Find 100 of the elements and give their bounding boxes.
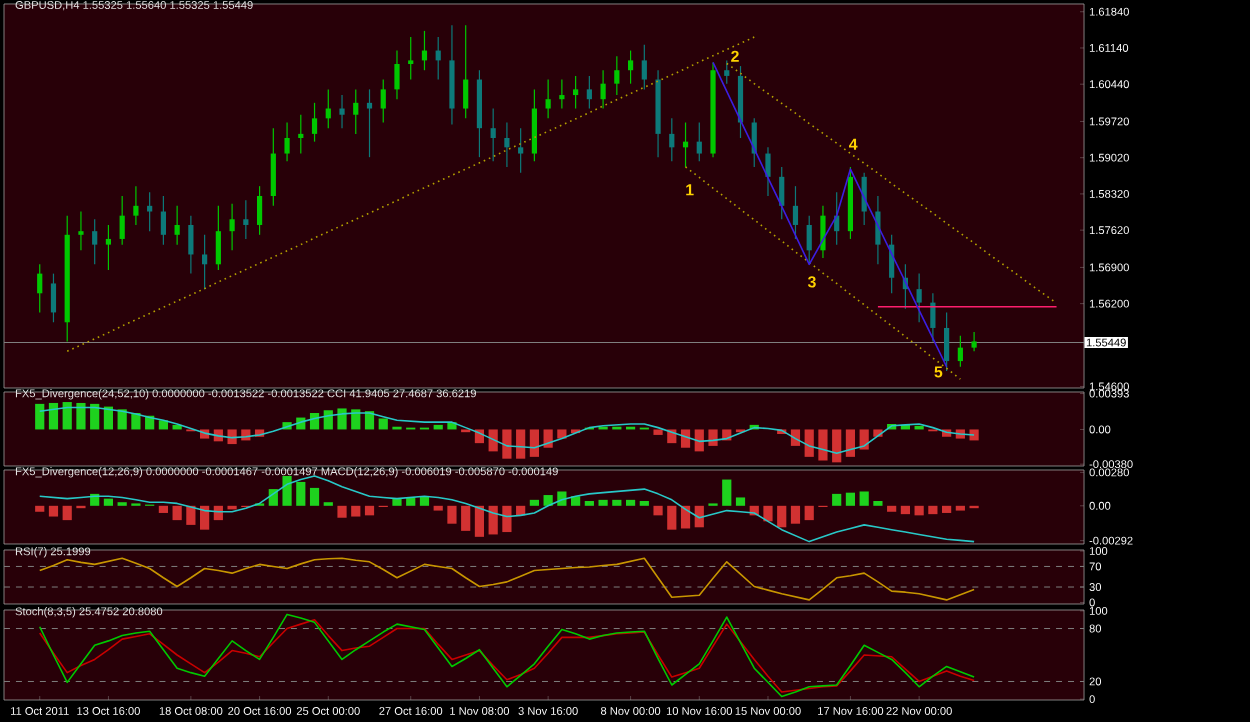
candlestick	[600, 69, 606, 110]
bar	[543, 429, 553, 448]
candlestick	[875, 195, 881, 265]
candlestick	[284, 121, 290, 162]
candlestick	[724, 59, 730, 85]
candlestick	[806, 215, 812, 265]
candlestick	[243, 199, 249, 240]
candlestick	[531, 88, 537, 162]
candlestick	[215, 205, 221, 271]
bar	[364, 505, 375, 516]
candlestick	[518, 127, 524, 174]
candlestick	[229, 203, 235, 251]
candlestick	[160, 195, 166, 246]
bar	[845, 429, 856, 457]
bar	[859, 491, 869, 506]
candlestick	[586, 75, 592, 110]
bar	[227, 429, 237, 445]
candlestick	[971, 331, 977, 352]
candlestick	[765, 146, 771, 197]
candlestick	[298, 114, 304, 155]
bar	[35, 505, 45, 512]
bar	[832, 493, 842, 506]
candlestick	[37, 263, 43, 314]
bar	[35, 403, 45, 430]
bar	[914, 505, 924, 516]
bar	[887, 505, 897, 512]
bar	[529, 429, 539, 457]
bar	[832, 429, 842, 463]
bar	[103, 498, 114, 506]
candlestick	[573, 75, 579, 110]
candlestick	[490, 107, 496, 162]
candlestick	[133, 185, 139, 226]
candlestick	[820, 205, 826, 259]
bar	[859, 429, 869, 450]
candlestick	[408, 36, 414, 81]
candlestick	[669, 117, 675, 162]
bar	[172, 505, 182, 521]
candlestick	[256, 185, 263, 236]
bar	[804, 505, 814, 521]
candlestick	[311, 102, 318, 143]
bar	[488, 429, 498, 452]
bar	[461, 505, 471, 531]
bar	[474, 505, 485, 537]
bar	[502, 429, 512, 459]
candlestick	[188, 215, 194, 275]
bar	[625, 499, 636, 506]
bar	[502, 505, 512, 533]
bar	[969, 429, 979, 441]
bar	[543, 495, 553, 506]
bar	[447, 505, 457, 524]
bar	[48, 402, 59, 430]
candlestick	[545, 78, 551, 119]
bar	[419, 496, 430, 506]
bar	[529, 499, 539, 506]
bar	[48, 505, 59, 517]
bar	[186, 505, 196, 525]
candlestick	[696, 121, 702, 162]
bar	[763, 505, 773, 522]
bar	[694, 429, 704, 452]
bar	[942, 505, 952, 513]
bar	[337, 505, 347, 518]
bar	[90, 403, 100, 430]
line-series	[684, 166, 962, 380]
bar	[900, 505, 910, 515]
bar	[612, 499, 622, 506]
candlestick	[559, 78, 565, 110]
bar	[296, 481, 306, 506]
candlestick	[353, 88, 359, 135]
candlestick	[339, 94, 345, 129]
candlestick	[751, 117, 757, 168]
bar	[928, 505, 938, 515]
bar	[955, 505, 965, 511]
bar	[351, 505, 361, 517]
candlestick	[957, 335, 963, 368]
candlestick	[614, 55, 620, 96]
candlestick	[92, 218, 98, 265]
bar	[309, 487, 320, 506]
candlestick	[737, 65, 744, 139]
bar	[378, 418, 388, 430]
candlestick	[944, 311, 950, 372]
bar	[790, 505, 801, 524]
candlestick	[202, 234, 208, 290]
bar	[131, 413, 141, 430]
candlestick	[147, 191, 153, 232]
bar	[76, 402, 86, 430]
bar	[722, 479, 732, 506]
candlestick	[394, 49, 400, 100]
bar	[62, 402, 72, 430]
candlestick	[916, 273, 922, 323]
bar	[392, 498, 402, 506]
bar	[777, 505, 787, 528]
bar	[433, 505, 443, 511]
bar	[653, 429, 663, 435]
candlestick	[50, 273, 57, 323]
bar	[708, 429, 718, 446]
bar	[337, 408, 347, 430]
bar	[845, 492, 856, 506]
bar	[680, 429, 691, 448]
bar	[735, 497, 746, 506]
candlestick	[463, 24, 469, 119]
